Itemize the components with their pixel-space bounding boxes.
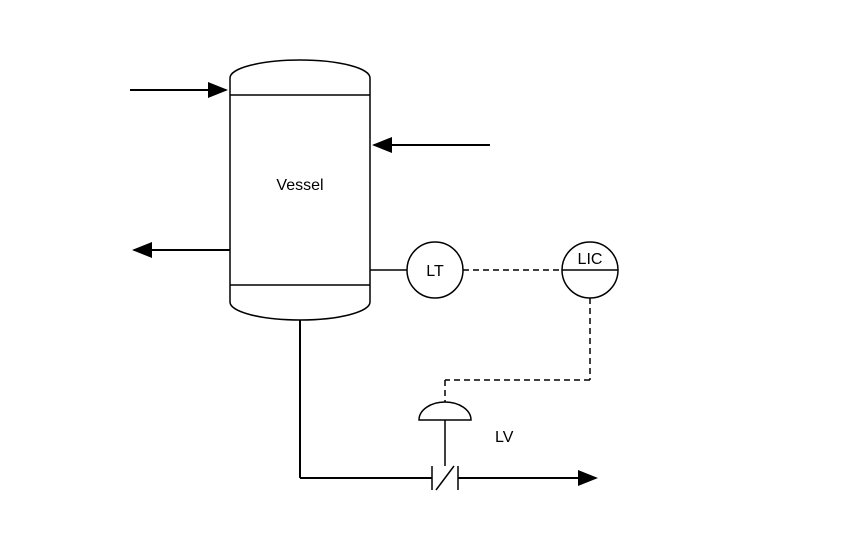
vessel: Vessel — [230, 60, 370, 320]
control-valve: LV — [419, 402, 514, 490]
lv-label: LV — [495, 429, 514, 446]
lt-instrument: LT — [407, 242, 463, 298]
lic-instrument: LIC — [562, 242, 618, 298]
lic-label: LIC — [578, 251, 603, 268]
pid-diagram: Vessel LT LIC LV — [0, 0, 854, 551]
lt-label: LT — [426, 263, 444, 280]
vessel-label: Vessel — [276, 177, 323, 194]
